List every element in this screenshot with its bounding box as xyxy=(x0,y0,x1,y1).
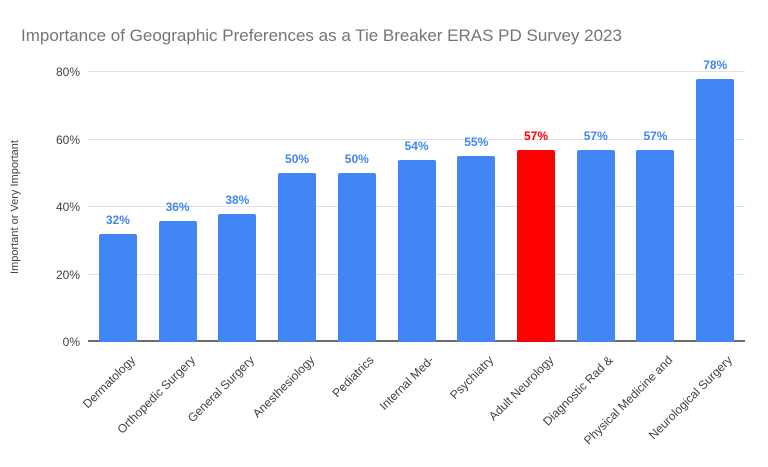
bar-slot: 55% xyxy=(446,135,506,342)
bar-value-label: 54% xyxy=(404,138,429,153)
bar-slot: 54% xyxy=(387,139,447,342)
y-tick-label-40%: 40% xyxy=(55,200,80,214)
bar-value-label: 55% xyxy=(464,135,489,150)
bar-slot: 32% xyxy=(88,213,148,342)
bar-general-surgery[interactable] xyxy=(218,213,257,342)
x-label-pediatrics: Pediatrics xyxy=(329,353,377,401)
bar-slot: 36% xyxy=(148,199,208,342)
bar-value-label: 32% xyxy=(105,213,130,227)
bar-slot: 50% xyxy=(327,152,387,342)
x-label-internal-med: Internal Med- xyxy=(376,353,437,413)
bar-slot: 57% xyxy=(566,129,626,342)
bar-value-label: 57% xyxy=(523,128,549,143)
bar-value-label: 57% xyxy=(583,128,608,143)
bar-slot: 50% xyxy=(267,152,327,342)
bar-anesthesiology[interactable] xyxy=(278,173,317,342)
bar-orthopedic-surgery[interactable] xyxy=(158,220,197,342)
bar-value-label: 50% xyxy=(285,152,310,167)
bar-value-label: 78% xyxy=(703,57,728,72)
bar-diagnostic-rad[interactable] xyxy=(576,149,615,342)
x-label-psychiatry: Psychiatry xyxy=(447,353,497,403)
bar-psychiatry[interactable] xyxy=(457,156,496,342)
bar-pediatrics[interactable] xyxy=(337,173,376,342)
bar-value-label: 57% xyxy=(643,128,668,143)
bar-slot: 78% xyxy=(685,58,745,342)
x-label-anesthesiology: Anesthesiology xyxy=(249,353,317,421)
bar-value-label: 38% xyxy=(225,192,250,207)
y-tick-label-20%: 20% xyxy=(55,267,80,282)
gridline-60 xyxy=(88,138,745,140)
chart-title: Importance of Geographic Preferences as … xyxy=(21,26,622,45)
bar-slot: 38% xyxy=(207,193,267,342)
y-tick-label-60%: 60% xyxy=(55,132,80,147)
bar-dermatology[interactable] xyxy=(98,234,137,342)
y-tick-label-80%: 80% xyxy=(55,65,80,79)
bar-slot: 57% xyxy=(626,129,686,342)
bar-slot: 57% xyxy=(506,129,566,342)
plot-area: 32% 36% 38% 50% 50% 54% 55% 57% 57% 57% 78% xyxy=(88,58,745,342)
x-axis-labels: Dermatology Orthopedic Surgery General Sur… xyxy=(80,350,745,460)
bar-physical-medicine-and[interactable] xyxy=(636,149,675,342)
y-tick-label-0%: 0% xyxy=(62,335,80,349)
bar-internal-med[interactable] xyxy=(397,159,436,342)
bar-value-label: 50% xyxy=(344,152,369,167)
gridline-80 xyxy=(88,71,745,72)
bar-value-label: 36% xyxy=(165,199,190,214)
bar-neurological-surgery[interactable] xyxy=(696,78,735,342)
x-label-dermatology: Dermatology xyxy=(79,353,138,412)
bar-adult-neurology[interactable] xyxy=(517,149,555,342)
bars-container: 32% 36% 38% 50% 50% 54% 55% 57% 57% 57% 78% xyxy=(88,58,745,342)
